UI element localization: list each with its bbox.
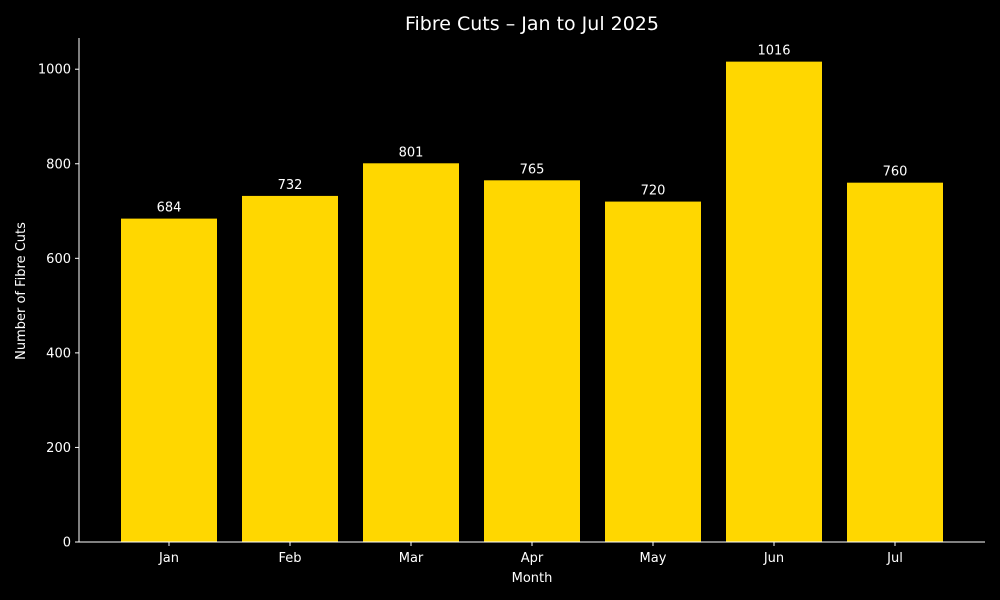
bar-mar — [363, 163, 459, 542]
data-label-feb: 732 — [278, 178, 303, 193]
x-tick-label-feb: Feb — [278, 551, 301, 566]
x-tick-label-jan: Jan — [158, 551, 179, 566]
data-label-jun: 1016 — [757, 44, 790, 59]
y-tick-label-200: 200 — [46, 441, 71, 456]
y-tick-label-600: 600 — [46, 252, 71, 267]
y-tick-label-800: 800 — [46, 157, 71, 172]
bars-layer: 684 732 801 765 720 1016 760 — [121, 44, 943, 543]
chart-title: Fibre Cuts – Jan to Jul 2025 — [405, 13, 659, 35]
y-tick-label-400: 400 — [46, 346, 71, 361]
x-tick-label-mar: Mar — [399, 551, 424, 566]
bar-feb — [242, 195, 338, 542]
y-axis-label: Number of Fibre Cuts — [14, 222, 29, 360]
data-label-apr: 765 — [520, 162, 545, 177]
data-label-jan: 684 — [157, 201, 182, 216]
data-label-jul: 760 — [883, 165, 908, 180]
x-tick-label-apr: Apr — [521, 551, 544, 566]
bar-jul — [847, 182, 943, 542]
bar-jun — [726, 61, 822, 543]
x-axis-label: Month — [512, 571, 553, 586]
data-label-may: 720 — [641, 184, 666, 199]
x-tick-label-jun: Jun — [763, 551, 784, 566]
y-tick-label-1000: 1000 — [38, 63, 71, 78]
x-tick-label-jul: Jul — [886, 551, 903, 566]
x-tick-label-may: May — [640, 551, 667, 566]
y-tick-label-0: 0 — [63, 536, 71, 551]
ticks-layer: Jan Feb Mar Apr May Jun Jul 0 200 400 600 800 1000 — [38, 63, 903, 566]
data-label-mar: 801 — [399, 145, 424, 160]
bar-may — [605, 201, 701, 543]
bar-jan — [121, 218, 217, 542]
bar-apr — [484, 180, 580, 542]
